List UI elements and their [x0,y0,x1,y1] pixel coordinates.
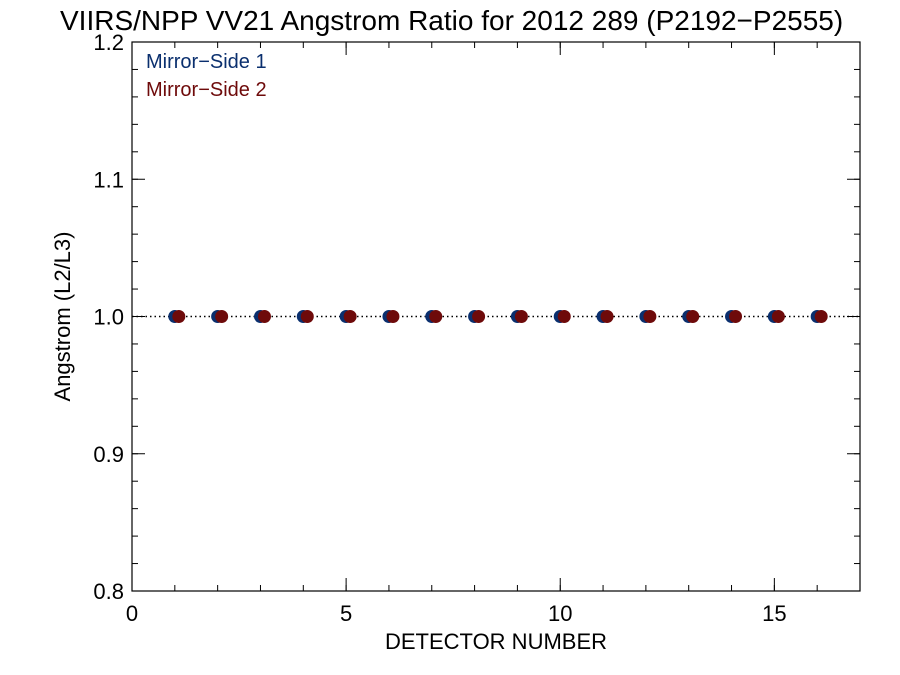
y-tick-label: 1.1 [93,167,124,192]
y-tick-label: 1.2 [93,30,124,55]
point-mirror-side-2 [814,310,828,323]
x-tick-label: 5 [340,601,352,626]
y-tick-label: 0.9 [93,442,124,467]
x-tick-label: 15 [762,601,786,626]
point-mirror-side-2 [343,310,357,323]
major-ticks [131,41,860,592]
legend-item-mirror-side-2: Mirror−Side 2 [146,79,267,101]
point-mirror-side-2 [172,310,186,323]
plot-area [131,41,861,592]
point-mirror-side-2 [257,310,271,323]
point-mirror-side-2 [429,310,443,323]
y-axis-label: Angstrom (L2/L3) [50,232,75,402]
y-tick-label: 1.0 [93,305,124,330]
x-tick-label: 10 [548,601,572,626]
x-tick-label: 0 [126,601,138,626]
point-mirror-side-2 [643,310,657,323]
y-tick-label: 0.8 [93,579,124,604]
point-mirror-side-2 [300,310,314,323]
point-mirror-side-2 [557,310,571,323]
x-tick-labels: 0 5 10 15 [126,601,787,626]
point-mirror-side-2 [386,310,400,323]
y-tick-labels: 0.8 0.9 1.0 1.1 1.2 [93,30,124,604]
point-mirror-side-2 [600,310,614,323]
point-mirror-side-2 [771,310,785,323]
point-mirror-side-2 [215,310,229,323]
point-mirror-side-2 [686,310,700,323]
legend: Mirror−Side 1 Mirror−Side 2 [146,51,267,101]
x-axis-label: DETECTOR NUMBER [385,629,607,654]
point-mirror-side-2 [472,310,486,323]
chart-title: VIIRS/NPP VV21 Angstrom Ratio for 2012 2… [60,5,843,36]
point-mirror-side-2 [514,310,528,323]
data-points [168,310,828,323]
point-mirror-side-2 [729,310,743,323]
legend-item-mirror-side-1: Mirror−Side 1 [146,51,267,73]
